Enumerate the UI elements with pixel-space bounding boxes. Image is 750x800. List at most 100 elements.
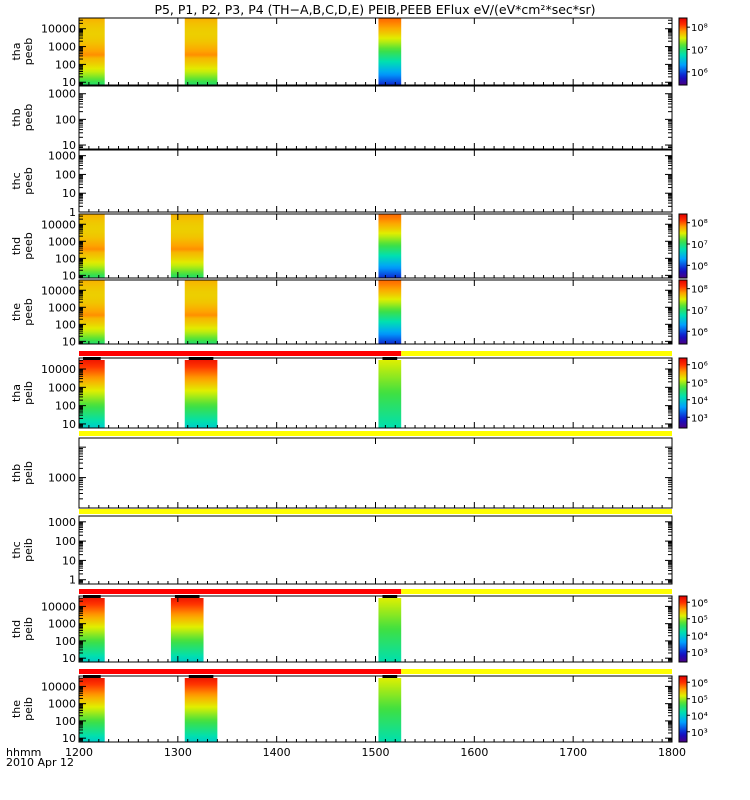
colorbar (678, 17, 688, 86)
colorbar-tick-label: 10⁷ (691, 240, 708, 251)
panel-frame (78, 17, 673, 86)
colorbar-tick-label: 10⁷ (691, 306, 708, 317)
colorbar (678, 279, 688, 345)
status-bar-1 (401, 351, 672, 356)
y-axis-label: thd (10, 620, 23, 638)
y-tick-label: 100 (55, 252, 76, 265)
y-tick-label: 10000 (41, 284, 76, 297)
y-axis-label: the (10, 303, 23, 321)
y-axis-label: tha (10, 384, 23, 402)
y-tick-label: 100 (55, 113, 76, 126)
y-tick-label: 10000 (41, 218, 76, 231)
spectrogram-block-1 (184, 280, 218, 344)
y-tick-label: 10 (62, 652, 76, 665)
panel-thb-peeb: 10 100 1000 thb peeb (10, 85, 673, 152)
y-tick-label: 10 (62, 76, 76, 89)
y-axis-label: the (10, 700, 23, 718)
y-tick-label: 10 (62, 187, 76, 200)
y-tick-label: 1000 (48, 698, 76, 711)
colorbar-tick-label: 10⁴ (691, 631, 708, 642)
colorbar-tick-label: 10⁵ (691, 615, 708, 626)
spectrogram-block-2 (378, 280, 402, 344)
status-bar-0 (79, 589, 402, 594)
y-axis-label: peeb (22, 38, 35, 66)
y-axis-label: peib (22, 697, 35, 721)
colorbar-tick-label: 10⁶ (691, 68, 708, 79)
y-tick-label: 10 (62, 554, 76, 567)
colorbar-tick-label: 10⁴ (691, 711, 708, 722)
colorbar-tick-label: 10⁶ (691, 678, 708, 689)
colorbar-tick-label: 10⁶ (691, 361, 708, 372)
y-axis-label: thb (10, 108, 23, 126)
x-tick-label: 1400 (263, 746, 291, 759)
y-axis-label: tha (10, 42, 23, 60)
status-bar-0 (79, 431, 672, 436)
y-tick-label: 100 (55, 318, 76, 331)
y-tick-label: 10000 (41, 363, 76, 376)
y-tick-label: 100 (55, 715, 76, 728)
status-bar-0 (79, 509, 672, 514)
y-axis-label: peeb (22, 104, 35, 132)
y-tick-label: 100 (55, 168, 76, 181)
spectrogram-block-0 (79, 360, 105, 428)
panel-frame (78, 213, 673, 279)
y-tick-label: 10 (62, 269, 76, 282)
spectrogram-block-0 (79, 678, 105, 742)
colorbar (678, 675, 688, 743)
colorbar-tick-label: 10³ (691, 648, 708, 659)
y-axis-label: peib (22, 381, 35, 405)
colorbar-tick-label: 10⁶ (691, 327, 708, 338)
panel-frame (78, 675, 673, 743)
panel-frame (78, 149, 673, 213)
y-tick-label: 10 (62, 335, 76, 348)
colorbar-tick-label: 10⁶ (691, 598, 708, 609)
y-tick-label: 1000 (48, 301, 76, 314)
panel-thc-peeb: 1 10 100 1000 thc peeb (10, 149, 673, 219)
panel-frame (78, 279, 673, 345)
colorbar-tick-label: 10⁸ (691, 219, 708, 230)
panel-thd-peeb: 10 100 1000 10000 thd peeb 10⁶ 10⁷ 10⁸ (10, 213, 708, 282)
status-bar-1 (401, 669, 672, 674)
colorbar (678, 213, 688, 279)
y-tick-label: 10000 (41, 600, 76, 613)
spectrogram-block-2 (378, 360, 402, 428)
time-format-label: hhmm (6, 746, 42, 759)
y-tick-label: 1000 (48, 150, 76, 163)
panel-thc-peib: 1 10 100 1000 thc peib (10, 509, 673, 587)
y-tick-label: 100 (55, 535, 76, 548)
panel-frame (78, 357, 673, 429)
spectrogram-block-1 (184, 678, 218, 742)
colorbar-tick-label: 10⁶ (691, 261, 708, 272)
y-axis-label: peib (22, 538, 35, 562)
colorbar (678, 595, 688, 663)
panel-the-peib: 10 100 1000 10000 the peib 10³ 10⁴ 10⁵ 10⁶ (10, 669, 708, 745)
y-tick-label: 10000 (41, 23, 76, 36)
y-tick-label: 1000 (48, 41, 76, 54)
panel-tha-peib: 10 100 1000 10000 tha peib 10³ 10⁴ 10⁵ 10⁶ (10, 351, 708, 431)
y-tick-label: 1 (69, 574, 76, 587)
y-tick-label: 1 (69, 206, 76, 219)
y-tick-label: 10 (62, 418, 76, 431)
y-tick-label: 10000 (41, 680, 76, 693)
x-tick-label: 1300 (164, 746, 192, 759)
x-tick-label: 1700 (559, 746, 587, 759)
x-tick-label: 1200 (65, 746, 93, 759)
x-tick-label: 1600 (460, 746, 488, 759)
y-tick-label: 1000 (48, 516, 76, 529)
x-tick-label: 1500 (362, 746, 390, 759)
spectrogram-block-1 (184, 18, 218, 85)
colorbar-tick-label: 10³ (691, 413, 708, 424)
plot-title: P5, P1, P2, P3, P4 (TH−A,B,C,D,E) PEIB,P… (154, 2, 596, 17)
y-tick-label: 100 (55, 58, 76, 71)
panel-thb-peib: 1000 thb peib (10, 431, 673, 509)
colorbar-tick-label: 10⁸ (691, 23, 708, 34)
y-tick-label: 1000 (48, 618, 76, 631)
spectrogram-block-2 (378, 18, 402, 85)
status-bar-0 (79, 669, 402, 674)
y-axis-label: thc (10, 541, 23, 558)
colorbar-tick-label: 10⁴ (691, 396, 708, 407)
y-axis-label: peib (22, 617, 35, 641)
colorbar-tick-label: 10³ (691, 728, 708, 739)
spectrogram-block-1 (170, 598, 204, 662)
